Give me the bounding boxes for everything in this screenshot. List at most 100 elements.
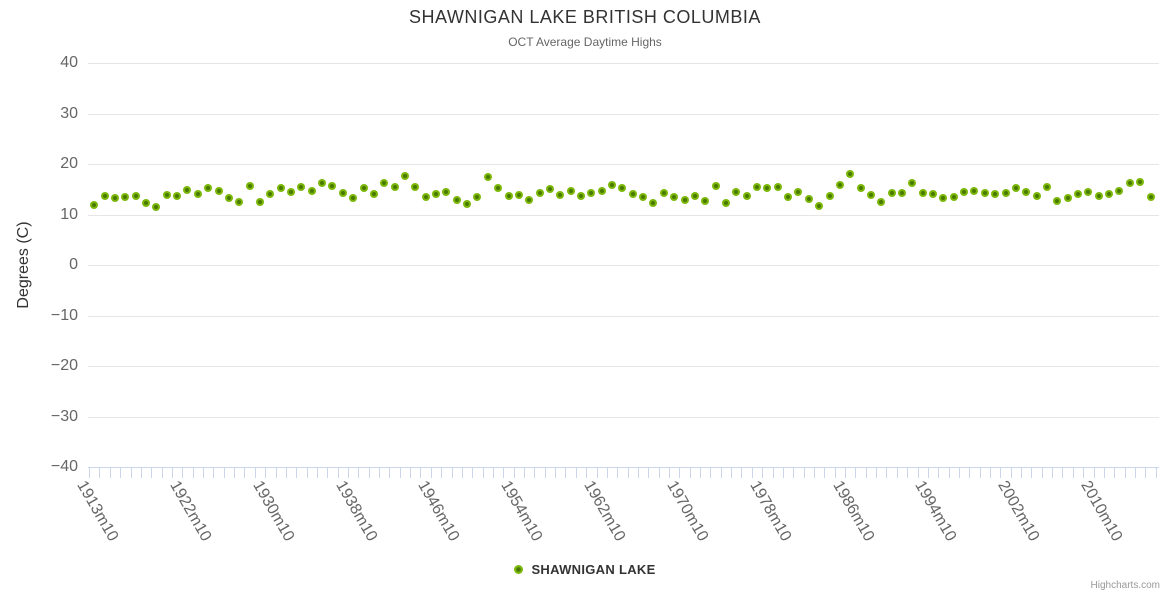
data-point[interactable] xyxy=(442,187,451,196)
legend-item[interactable]: SHAWNIGAN LAKE xyxy=(0,562,1170,577)
data-point[interactable] xyxy=(670,192,679,201)
data-point[interactable] xyxy=(359,183,368,192)
data-point[interactable] xyxy=(949,192,958,201)
data-point[interactable] xyxy=(380,179,389,188)
data-point[interactable] xyxy=(535,188,544,197)
data-point[interactable] xyxy=(980,188,989,197)
data-point[interactable] xyxy=(173,191,182,200)
data-point[interactable] xyxy=(742,191,751,200)
data-point[interactable] xyxy=(235,197,244,206)
data-point[interactable] xyxy=(1094,191,1103,200)
data-point[interactable] xyxy=(721,199,730,208)
data-point[interactable] xyxy=(1146,192,1155,201)
data-point[interactable] xyxy=(483,173,492,182)
data-point[interactable] xyxy=(390,182,399,191)
data-point[interactable] xyxy=(204,184,213,193)
data-point[interactable] xyxy=(1063,194,1072,203)
data-point[interactable] xyxy=(152,202,161,211)
data-point[interactable] xyxy=(1115,186,1124,195)
data-point[interactable] xyxy=(266,189,275,198)
data-point[interactable] xyxy=(608,180,617,189)
data-point[interactable] xyxy=(504,191,513,200)
data-point[interactable] xyxy=(566,186,575,195)
data-point[interactable] xyxy=(918,189,927,198)
data-point[interactable] xyxy=(287,188,296,197)
data-point[interactable] xyxy=(711,181,720,190)
data-point[interactable] xyxy=(815,201,824,210)
data-point[interactable] xyxy=(659,189,668,198)
data-point[interactable] xyxy=(1001,189,1010,198)
data-point[interactable] xyxy=(452,195,461,204)
data-point[interactable] xyxy=(587,189,596,198)
data-point[interactable] xyxy=(1074,189,1083,198)
data-point[interactable] xyxy=(794,187,803,196)
data-point[interactable] xyxy=(1011,184,1020,193)
data-point[interactable] xyxy=(214,186,223,195)
data-point[interactable] xyxy=(1105,189,1114,198)
data-point[interactable] xyxy=(432,190,440,199)
data-point[interactable] xyxy=(297,182,306,191)
data-point[interactable] xyxy=(400,171,409,180)
data-point[interactable] xyxy=(639,192,648,201)
data-point[interactable] xyxy=(514,190,523,199)
data-point[interactable] xyxy=(618,183,627,192)
data-point[interactable] xyxy=(142,198,151,207)
data-point[interactable] xyxy=(1032,191,1041,200)
data-point[interactable] xyxy=(887,189,896,198)
data-point[interactable] xyxy=(255,197,264,206)
data-point[interactable] xyxy=(276,184,285,193)
data-point[interactable] xyxy=(411,182,420,191)
data-point[interactable] xyxy=(307,186,316,195)
data-point[interactable] xyxy=(318,178,327,187)
data-point[interactable] xyxy=(576,191,585,200)
data-point[interactable] xyxy=(701,196,710,205)
data-point[interactable] xyxy=(1084,187,1093,196)
data-point[interactable] xyxy=(349,194,358,203)
data-point[interactable] xyxy=(939,193,948,202)
data-point[interactable] xyxy=(1053,196,1062,205)
data-point[interactable] xyxy=(1125,179,1134,188)
data-point[interactable] xyxy=(846,170,855,179)
data-point[interactable] xyxy=(90,200,99,209)
data-point[interactable] xyxy=(929,190,938,199)
data-point[interactable] xyxy=(1042,182,1051,191)
highcharts-credits-link[interactable]: Highcharts.com xyxy=(1090,580,1160,591)
data-point[interactable] xyxy=(369,189,378,198)
data-point[interactable] xyxy=(100,191,109,200)
data-point[interactable] xyxy=(835,180,844,189)
data-point[interactable] xyxy=(784,192,793,201)
data-point[interactable] xyxy=(690,191,699,200)
data-point[interactable] xyxy=(804,194,813,203)
data-point[interactable] xyxy=(421,192,430,201)
data-point[interactable] xyxy=(193,189,202,198)
data-point[interactable] xyxy=(960,187,969,196)
data-point[interactable] xyxy=(494,183,503,192)
data-point[interactable] xyxy=(597,187,606,196)
data-point[interactable] xyxy=(825,191,834,200)
data-point[interactable] xyxy=(162,190,171,199)
data-point[interactable] xyxy=(131,191,140,200)
data-point[interactable] xyxy=(866,191,875,200)
data-point[interactable] xyxy=(908,178,917,187)
data-point[interactable] xyxy=(121,192,130,201)
data-point[interactable] xyxy=(970,186,979,195)
data-point[interactable] xyxy=(753,182,762,191)
data-point[interactable] xyxy=(732,187,741,196)
data-point[interactable] xyxy=(111,193,119,202)
data-point[interactable] xyxy=(338,188,347,197)
data-point[interactable] xyxy=(897,188,906,197)
data-point[interactable] xyxy=(877,198,886,207)
data-point[interactable] xyxy=(763,184,772,193)
data-point[interactable] xyxy=(773,182,782,191)
data-point[interactable] xyxy=(856,184,865,193)
data-point[interactable] xyxy=(1022,187,1031,196)
data-point[interactable] xyxy=(183,185,192,194)
data-point[interactable] xyxy=(463,199,472,208)
data-point[interactable] xyxy=(556,191,565,200)
data-point[interactable] xyxy=(224,193,233,202)
data-point[interactable] xyxy=(473,192,482,201)
data-point[interactable] xyxy=(680,195,689,204)
data-point[interactable] xyxy=(1136,177,1145,186)
data-point[interactable] xyxy=(628,190,637,199)
data-point[interactable] xyxy=(328,182,337,191)
